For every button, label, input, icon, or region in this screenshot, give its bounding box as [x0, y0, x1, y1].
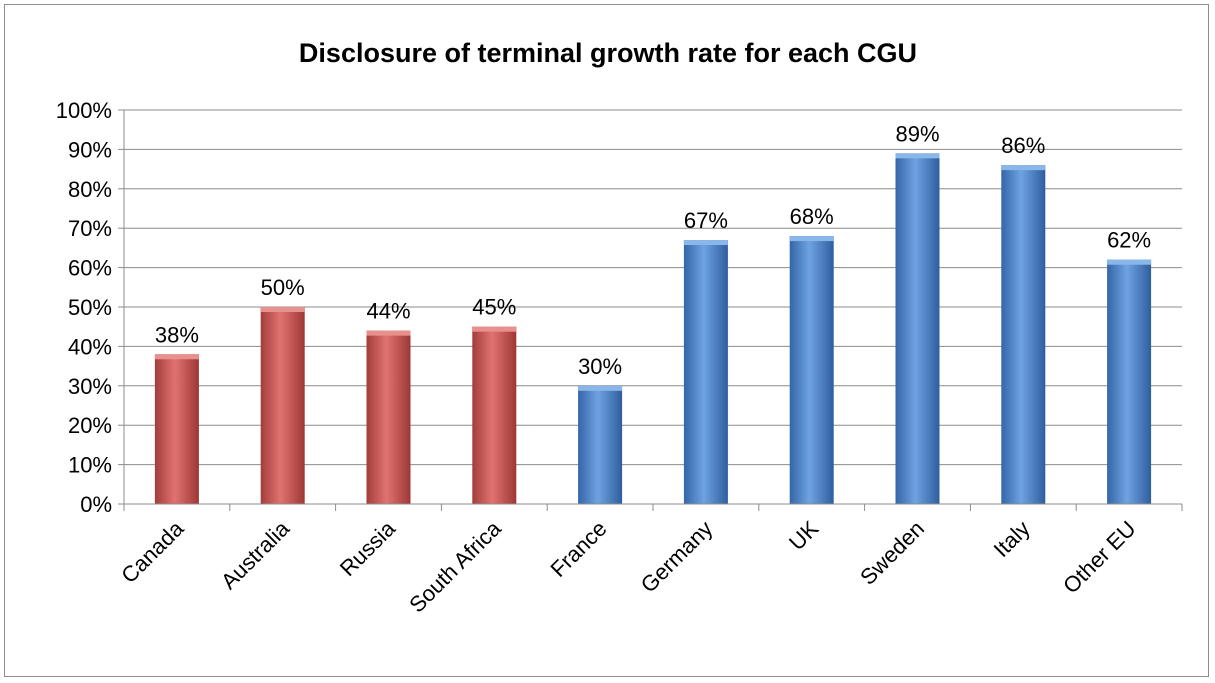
x-tick-label: Australia: [216, 515, 295, 594]
bar-cap: [154, 354, 199, 360]
y-tick-label: 100%: [56, 98, 112, 123]
bar-italy: [1001, 165, 1046, 504]
bar-france: [578, 385, 623, 504]
bar-other-eu: [1107, 259, 1152, 504]
y-tick-label: 20%: [68, 413, 112, 438]
y-axis-ticks: 0% 10% 20% 30% 40% 50% 60% 70% 80% 90% 100%: [56, 98, 124, 517]
y-tick-label: 30%: [68, 374, 112, 399]
bar-cap: [1107, 259, 1152, 265]
bar-cap: [789, 236, 834, 242]
x-tick-label: Italy: [989, 516, 1035, 562]
bar-uk: [789, 236, 834, 504]
bar-south-africa: [472, 326, 517, 504]
bar-germany: [683, 240, 728, 504]
data-label: 68%: [790, 204, 834, 229]
bar-cap: [366, 330, 411, 336]
data-label: 30%: [578, 354, 622, 379]
y-tick-label: 40%: [68, 334, 112, 359]
y-tick-label: 70%: [68, 216, 112, 241]
bar-cap: [1001, 165, 1046, 171]
bar-cap: [895, 153, 940, 159]
chart-title: Disclosure of terminal growth rate for e…: [299, 38, 917, 68]
data-label: 44%: [366, 299, 410, 324]
data-label: 45%: [472, 295, 516, 320]
x-tick-label: Germany: [636, 516, 718, 598]
bar-sweden: [895, 153, 940, 504]
y-tick-label: 90%: [68, 137, 112, 162]
x-tick-label: UK: [784, 516, 824, 556]
data-label: 89%: [895, 121, 939, 146]
y-tick-label: 10%: [68, 453, 112, 478]
y-tick-label: 0%: [80, 492, 112, 517]
x-tick-label: Russia: [335, 515, 401, 581]
y-tick-label: 60%: [68, 256, 112, 281]
bar-cap: [683, 240, 728, 246]
bar-cap: [578, 385, 623, 391]
x-tick-label: South Africa: [404, 515, 506, 617]
data-labels: 38% 50% 44% 45% 30% 67% 68% 89% 86% 62%: [155, 121, 1151, 378]
x-tick-label: France: [546, 516, 612, 582]
y-tick-label: 50%: [68, 295, 112, 320]
data-label: 38%: [155, 322, 199, 347]
bar-canada: [154, 354, 199, 504]
x-tick-label: Other EU: [1058, 516, 1141, 599]
y-tick-label: 80%: [68, 177, 112, 202]
bar-cap: [472, 326, 517, 332]
data-label: 50%: [261, 275, 305, 300]
x-tick-label: Sweden: [855, 516, 929, 590]
bar-australia: [260, 307, 305, 504]
bar-cap: [260, 307, 305, 312]
data-label: 67%: [684, 208, 728, 233]
data-label: 62%: [1107, 228, 1151, 253]
data-label: 86%: [1001, 133, 1045, 158]
x-tick-label: Canada: [116, 515, 189, 588]
bar-russia: [366, 330, 411, 504]
bars: [154, 153, 1152, 504]
x-axis-ticks: Canada Australia Russia South Africa France G…: [116, 504, 1183, 617]
